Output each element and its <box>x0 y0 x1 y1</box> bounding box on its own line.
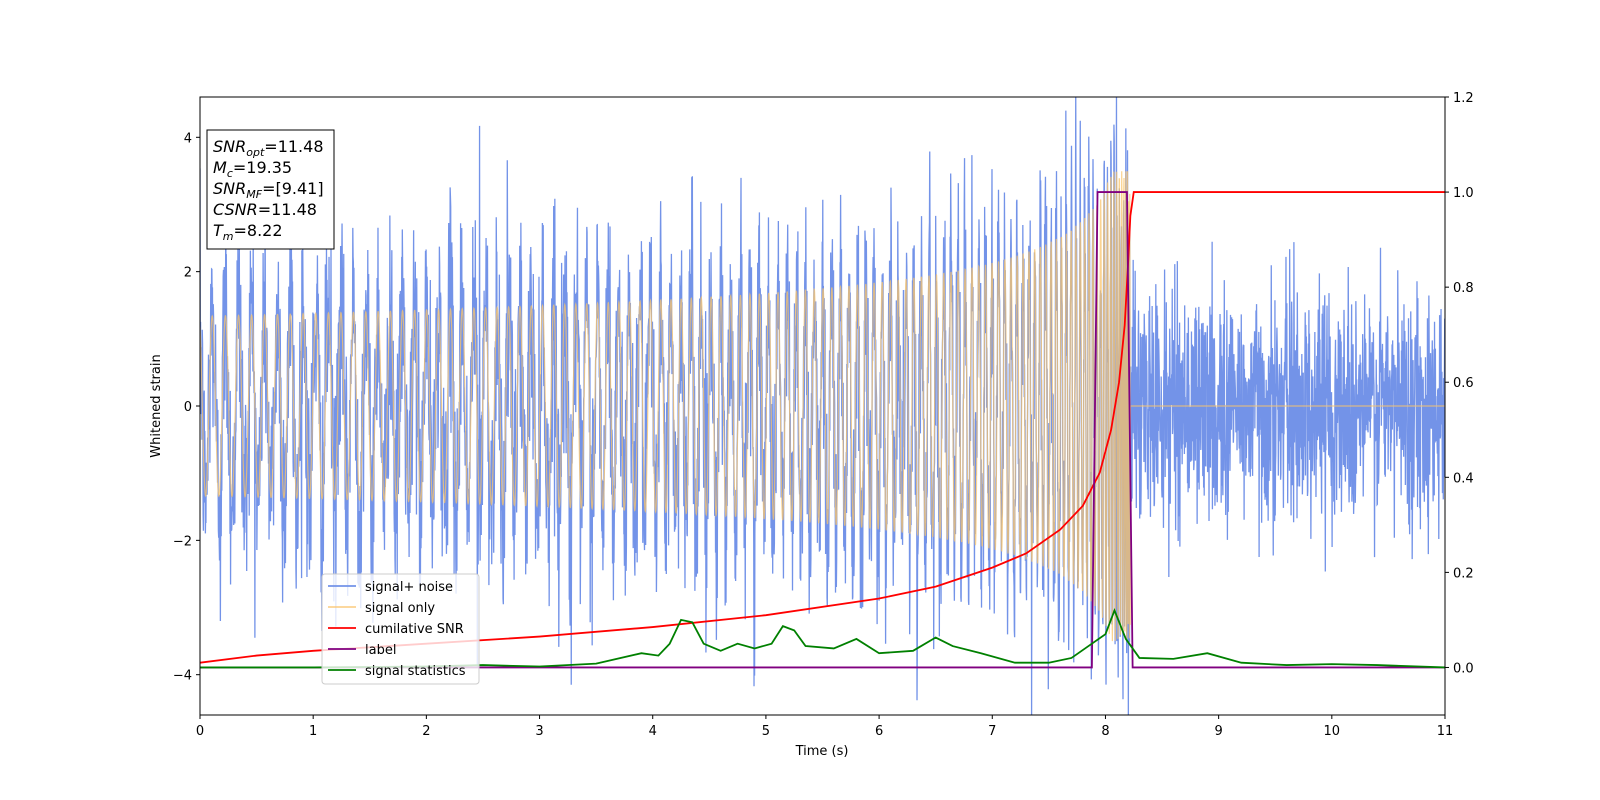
info-box: SNRopt=11.48Mc=19.35SNRMF=[9.41]CSNR=11.… <box>206 129 335 250</box>
x-tick-label: 3 <box>535 724 543 739</box>
legend-label: cumilative SNR <box>365 622 464 637</box>
info-line: SNRopt=11.48 <box>213 137 324 159</box>
series-line-label <box>200 191 1445 669</box>
right-y-axis: 0.0 0.2 0.4 0.6 0.8 1.0 1.2 <box>1445 91 1474 676</box>
left-y-axis: −4 −2 0 2 4 <box>173 131 200 684</box>
x-tick-label: 5 <box>762 724 770 739</box>
x-tick-label: 1 <box>309 724 317 739</box>
y2-tick-label: 0.8 <box>1453 281 1474 296</box>
x-axis-label: Time (s) <box>795 744 849 759</box>
y-tick-label: −2 <box>173 534 192 549</box>
legend-label: signal only <box>365 601 435 616</box>
y2-tick-label: 1.2 <box>1453 91 1474 106</box>
info-line: SNRMF=[9.41] <box>213 179 324 201</box>
legend-frame <box>321 573 480 685</box>
y-tick-label: −4 <box>173 669 192 684</box>
x-tick-label: 6 <box>875 724 883 739</box>
x-tick-label: 9 <box>1214 724 1222 739</box>
x-tick-label: 10 <box>1324 724 1341 739</box>
x-tick-label: 8 <box>1101 724 1109 739</box>
y2-tick-label: 0.0 <box>1453 661 1474 676</box>
info-line: Mc=19.35 <box>213 158 292 180</box>
x-tick-label: 4 <box>649 724 657 739</box>
x-tick-label: 11 <box>1437 724 1454 739</box>
y-tick-label: 4 <box>184 131 192 146</box>
x-tick-label: 7 <box>988 724 996 739</box>
y2-tick-label: 0.4 <box>1453 471 1474 486</box>
legend: signal+ noise signal only cumilative SNR la… <box>321 573 480 685</box>
info-line: Tm=8.22 <box>213 221 283 243</box>
x-axis: 0 1 2 3 4 5 6 7 8 9 10 11 <box>196 715 1453 739</box>
legend-label: signal+ noise <box>365 580 453 595</box>
x-tick-label: 2 <box>422 724 430 739</box>
y-tick-label: 0 <box>184 400 192 415</box>
info-line: CSNR=11.48 <box>213 200 317 219</box>
x-tick-label: 0 <box>196 724 204 739</box>
y-tick-label: 2 <box>184 266 192 281</box>
info-box-frame <box>206 129 335 250</box>
y-axis-label: Whitened strain <box>149 354 164 457</box>
series-line-signal-statistics <box>200 607 1445 669</box>
y2-tick-label: 0.6 <box>1453 376 1474 391</box>
series-line-signal-only <box>200 171 1445 642</box>
legend-label: signal statistics <box>365 664 466 679</box>
legend-label: label <box>365 643 396 658</box>
y2-tick-label: 1.0 <box>1453 186 1474 201</box>
y2-tick-label: 0.2 <box>1453 566 1474 581</box>
